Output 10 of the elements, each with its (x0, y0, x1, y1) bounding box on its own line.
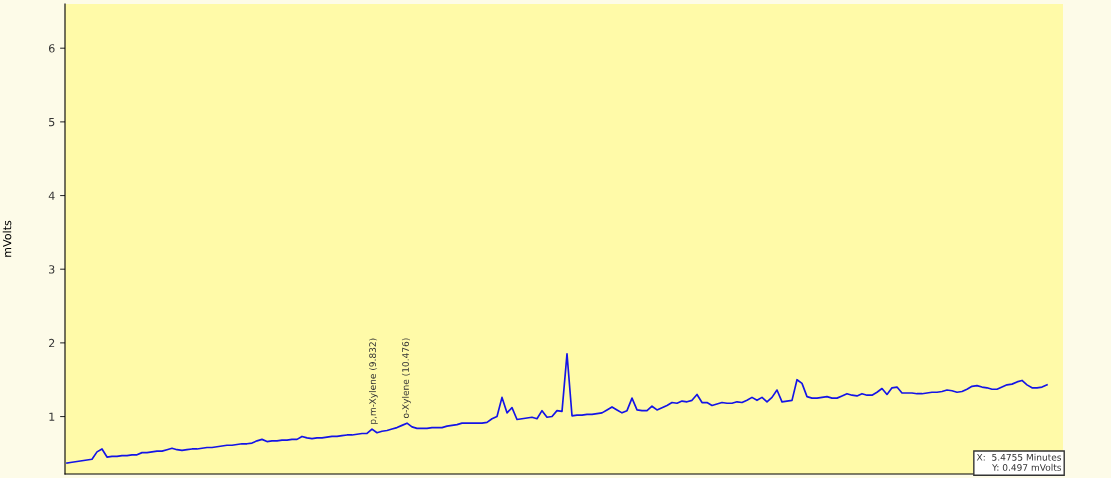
y-tick-label: 5 (49, 117, 55, 127)
annotation: p,m-Xylene (9.832) (369, 338, 378, 424)
y-tick-label: 4 (48, 191, 55, 200)
y-tick-label: 2 (49, 338, 55, 348)
annotation: X: 5.4755 Minutes Y: 0.497 mVolts (976, 453, 1062, 471)
y-tick-label: 1 (49, 412, 55, 421)
y-tick-label: 3 (49, 265, 55, 274)
annotation: o-Xylene (10.476) (401, 338, 411, 419)
y-axis-title: mVolts (2, 220, 12, 257)
y-tick-label: 6 (48, 44, 55, 53)
